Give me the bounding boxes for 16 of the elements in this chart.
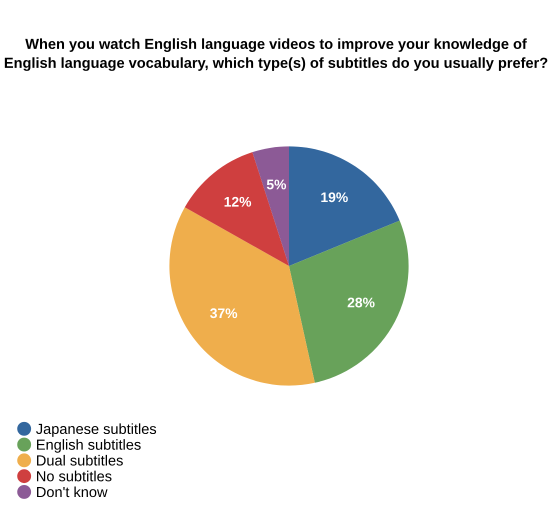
pie-slice <box>169 207 315 386</box>
legend-label: Dual subtitles <box>37 454 123 466</box>
legend-label: Japanese subtitles <box>36 423 156 437</box>
legend-label: English subtitles <box>37 439 141 453</box>
legend-label: No subtitles <box>37 470 112 482</box>
pie-slice <box>289 220 409 383</box>
data-label: 28% <box>348 298 375 308</box>
data-label: 5% <box>266 180 286 190</box>
pie-slice <box>252 146 289 266</box>
legend-label: Don't know <box>37 486 108 498</box>
pie-slice <box>184 152 289 266</box>
chart-title: When you watch English language videos to improve your knowledge of English language vocabulary, which type(s) of subtitles do you usually prefer? <box>4 38 548 71</box>
data-label: 12% <box>224 196 252 207</box>
data-label: 19% <box>321 192 348 202</box>
pie-slice <box>289 146 400 266</box>
data-label: 37% <box>210 308 238 318</box>
